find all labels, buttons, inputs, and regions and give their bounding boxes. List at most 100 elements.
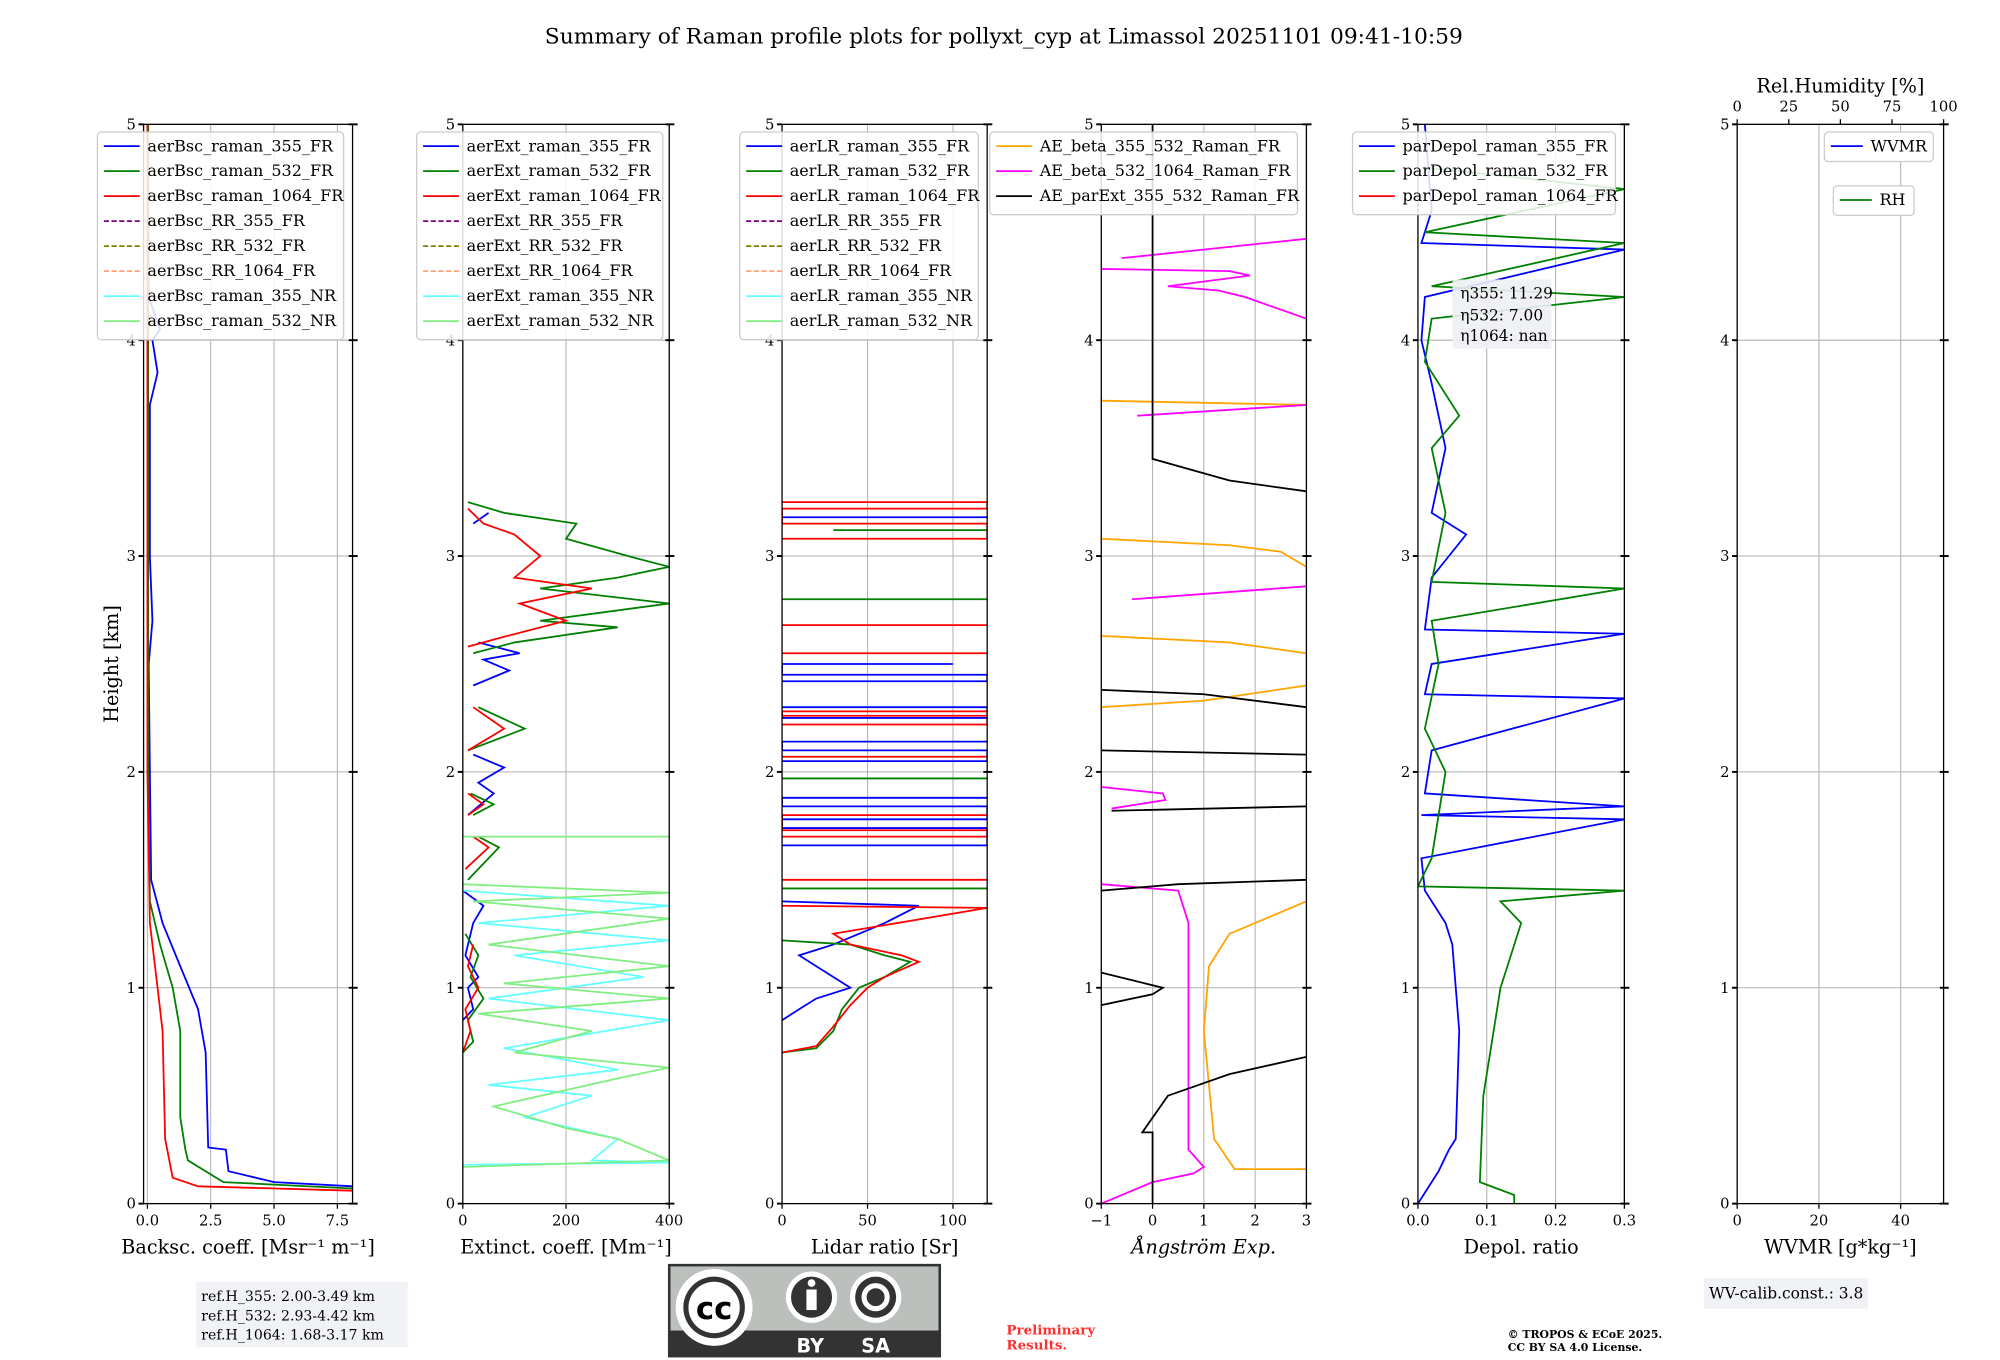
y-tick-label: 3 <box>1401 548 1410 565</box>
x-tick-label: 1 <box>1199 1212 1208 1229</box>
x-tick-label: 0.0 <box>1406 1212 1429 1229</box>
copyright-line1: © TROPOS & ECoE 2025. <box>1508 1328 1663 1341</box>
depol-annotation: η355: 11.29 η532: 7.00 η1064: nan <box>1452 279 1553 349</box>
y-tick-label: 0 <box>127 1196 136 1213</box>
legend-RH: RH <box>1832 185 1915 216</box>
legend-entry: parDepol_raman_1064_FR <box>1403 186 1619 205</box>
y-tick-label: 4 <box>1084 332 1093 349</box>
top-x-tick-label: 75 <box>1883 99 1902 116</box>
legend-entry: aerBsc_RR_532_FR <box>147 236 305 255</box>
x-tick-label: 200 <box>552 1212 580 1229</box>
series-line-aerLR_raman_532_FR <box>782 529 988 1054</box>
legend-entry: aerLR_raman_355_FR <box>790 136 970 155</box>
legend-entry: WVMR <box>1871 136 1928 155</box>
series-line-AE_beta_532_1064_Raman_FR <box>1101 237 1307 1204</box>
legend-entry: AE_beta_355_532_Raman_FR <box>1039 136 1281 155</box>
legend-entry: aerBsc_raman_532_NR <box>147 311 337 330</box>
legend-entry: aerExt_raman_1064_FR <box>467 186 662 205</box>
y-tick-label: 3 <box>1720 548 1729 565</box>
x-tick-label: 40 <box>1891 1212 1910 1229</box>
x-axis-label: Lidar ratio [Sr] <box>811 1236 959 1259</box>
panel-6: 0 20 40 0 1 2 3 4 5 WVMR [g*kg⁻¹] 0 25 50 75 100 Rel.Hu… <box>1720 74 1958 1258</box>
x-tick-label: 0.1 <box>1475 1212 1498 1229</box>
panel-2: 0 200 400 0 1 2 3 4 5 Extinct. coeff. [Mm⁻¹] aerEx… <box>416 116 683 1259</box>
series-line-parDepol_raman_355_FR <box>1417 124 1625 1204</box>
y-tick-label: 2 <box>446 764 455 781</box>
refh-532: ref.H_532: 2.93-4.42 km <box>201 1308 375 1324</box>
legend-entry: aerBsc_raman_355_FR <box>147 136 334 155</box>
legend-WVMR: WVMR <box>1823 131 1934 163</box>
eta-355: η355: 11.29 <box>1460 285 1553 303</box>
series-line-aerBsc_raman_355_FR <box>147 124 353 1188</box>
legend-entry: aerLR_RR_532_FR <box>790 236 942 255</box>
legend-entry: aerExt_RR_532_FR <box>467 236 624 255</box>
figure-title: Summary of Raman profile plots for polly… <box>545 25 1463 50</box>
legend-entry: aerLR_raman_1064_FR <box>790 186 981 205</box>
sa-text: SA <box>861 1334 890 1357</box>
top-axis-label: Rel.Humidity [%] <box>1756 74 1924 97</box>
reference-height-box: ref.H_355: 2.00-3.49 km ref.H_532: 2.93-… <box>196 1281 408 1348</box>
y-tick-label: 2 <box>765 764 774 781</box>
legend-entry: aerLR_raman_355_NR <box>790 286 973 305</box>
x-tick-label: 7.5 <box>326 1212 349 1229</box>
series-line-aerExt_raman_355_FR <box>462 512 520 1021</box>
y-tick-label: 0 <box>1401 1196 1410 1213</box>
y-tick-label: 1 <box>1401 980 1410 997</box>
preliminary-line1: Preliminary <box>1006 1322 1096 1338</box>
panel-3: 0 50 100 0 1 2 3 4 5 Lidar ratio [Sr] aerLR_raman_… <box>739 116 993 1259</box>
legend-entry: aerExt_RR_1064_FR <box>467 261 634 280</box>
axes-frame <box>1417 123 1625 1205</box>
legend-entry: aerBsc_RR_1064_FR <box>147 261 316 280</box>
x-tick-label: 0 <box>777 1212 786 1229</box>
y-tick-label: 2 <box>1720 764 1729 781</box>
top-x-tick-label: 50 <box>1831 99 1850 116</box>
y-tick-label: 1 <box>446 980 455 997</box>
y-tick-label: 4 <box>1720 332 1729 349</box>
wv-calib-text: WV-calib.const.: 3.8 <box>1709 1284 1863 1302</box>
y-tick-label: 1 <box>765 980 774 997</box>
top-x-tick-label: 0 <box>1732 99 1741 116</box>
legend: aerExt_raman_355_FR aerExt_raman_532_FRae… <box>416 131 664 341</box>
panel-1: 0.0 2.5 5.0 7.5 0 1 2 3 4 5 Backsc. coeff. [Msr⁻¹ … <box>96 116 375 1259</box>
y-tick-label: 4 <box>765 332 774 349</box>
y-tick-label: 5 <box>127 116 136 133</box>
y-tick-label: 1 <box>1720 980 1729 997</box>
y-tick-label: 3 <box>1084 548 1093 565</box>
y-tick-label: 5 <box>1720 116 1729 133</box>
y-tick-label: 1 <box>127 980 136 997</box>
axes-frame <box>462 123 670 1205</box>
x-axis-label: Ångström Exp. <box>1130 1236 1277 1259</box>
y-tick-label: 5 <box>765 116 774 133</box>
series-line-AE_beta_355_532_Raman_FR <box>1101 399 1307 1171</box>
legend-entry: aerExt_raman_355_FR <box>467 136 652 155</box>
axes-frame <box>781 123 988 1205</box>
series-line-aerExt_raman_532_FR <box>462 501 670 1054</box>
x-tick-label: 100 <box>939 1212 967 1229</box>
by-text: BY <box>796 1334 825 1357</box>
y-tick-label: 2 <box>127 764 136 781</box>
legend: aerBsc_raman_355_FR aerBsc_raman_532_FRae… <box>96 131 344 341</box>
refh-1064: ref.H_1064: 1.68-3.17 km <box>201 1327 384 1343</box>
x-tick-label: 0.2 <box>1544 1212 1567 1229</box>
eta-1064: η1064: nan <box>1460 327 1547 345</box>
x-axis-label: WVMR [g*kg⁻¹] <box>1764 1236 1917 1259</box>
top-x-tick-label: 25 <box>1779 99 1798 116</box>
legend-entry: aerBsc_raman_532_FR <box>147 161 334 180</box>
cc-by-sa-logo: cc BY SA <box>667 1263 942 1358</box>
x-tick-label: 5.0 <box>262 1212 285 1229</box>
legend: AE_beta_355_532_Raman_FR AE_beta_532_1064… <box>989 131 1300 216</box>
legend-entry: aerExt_raman_532_FR <box>467 161 652 180</box>
y-tick-label: 5 <box>1084 116 1093 133</box>
cc-text: cc <box>696 1291 732 1327</box>
y-tick-label: 0 <box>446 1196 455 1213</box>
y-tick-label: 4 <box>446 332 455 349</box>
series-line-aerLR_raman_355_FR <box>782 516 988 1021</box>
legend-entry: aerBsc_raman_355_NR <box>147 286 337 305</box>
legend-entry: AE_parExt_355_532_Raman_FR <box>1039 186 1300 205</box>
preliminary-line2: Results. <box>1006 1338 1067 1354</box>
x-tick-label: 3 <box>1302 1212 1311 1229</box>
legend-entry: aerLR_RR_1064_FR <box>790 261 952 280</box>
series-line-AE_parExt_355_532_Raman_FR <box>1101 124 1307 1204</box>
